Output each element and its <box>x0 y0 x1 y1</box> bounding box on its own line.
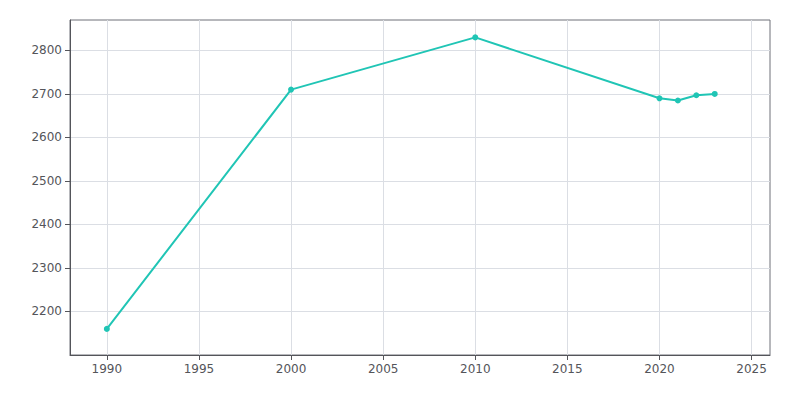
svg-text:2400: 2400 <box>31 217 62 231</box>
svg-text:2500: 2500 <box>31 174 62 188</box>
svg-text:2005: 2005 <box>368 362 399 376</box>
svg-text:2015: 2015 <box>552 362 583 376</box>
svg-text:2020: 2020 <box>644 362 675 376</box>
svg-text:2700: 2700 <box>31 87 62 101</box>
svg-text:2025: 2025 <box>736 362 767 376</box>
svg-text:2300: 2300 <box>31 261 62 275</box>
svg-text:2000: 2000 <box>276 362 307 376</box>
svg-text:1990: 1990 <box>92 362 123 376</box>
svg-text:1995: 1995 <box>184 362 215 376</box>
svg-text:2010: 2010 <box>460 362 491 376</box>
svg-text:2600: 2600 <box>31 130 62 144</box>
svg-text:2800: 2800 <box>31 43 62 57</box>
svg-text:2200: 2200 <box>31 304 62 318</box>
